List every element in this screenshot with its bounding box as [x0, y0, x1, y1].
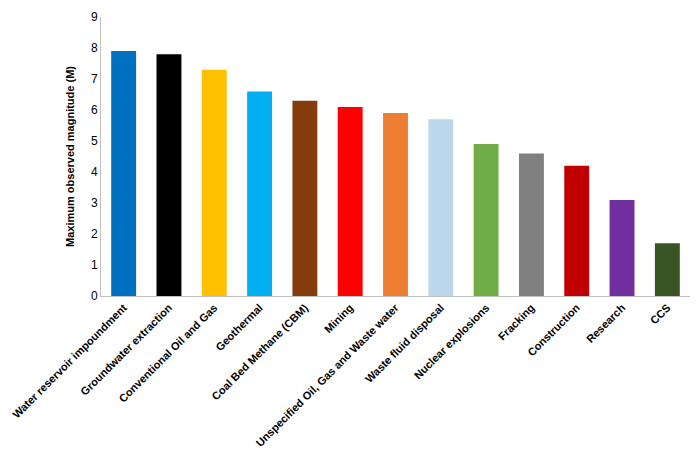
svg-text:2: 2 — [91, 227, 98, 241]
svg-text:Fracking: Fracking — [496, 302, 537, 343]
svg-text:6: 6 — [91, 103, 98, 117]
svg-text:Groundwater extraction: Groundwater extraction — [78, 301, 174, 397]
svg-text:9: 9 — [91, 10, 98, 24]
svg-text:7: 7 — [91, 72, 98, 86]
svg-text:Water reservoir impoundment: Water reservoir impoundment — [10, 301, 129, 420]
svg-text:Research: Research — [584, 301, 628, 345]
svg-text:Waste fluid disposal: Waste fluid disposal — [363, 302, 446, 385]
svg-text:4: 4 — [91, 165, 98, 179]
svg-text:3: 3 — [91, 196, 98, 210]
svg-text:Geothermal: Geothermal — [213, 302, 265, 354]
svg-text:Conventional Oil and Gas: Conventional Oil and Gas — [116, 302, 219, 405]
svg-text:CCS: CCS — [648, 302, 673, 327]
svg-text:8: 8 — [91, 41, 98, 55]
svg-text:Unspecified Oil, Gas and Waste: Unspecified Oil, Gas and Waste water — [253, 301, 401, 449]
svg-text:Nuclear explosions: Nuclear explosions — [412, 302, 492, 382]
svg-text:1: 1 — [91, 258, 98, 272]
svg-text:Mining: Mining — [322, 302, 356, 336]
svg-text:Coal Bed Methane (CBM): Coal Bed Methane (CBM) — [209, 301, 310, 402]
svg-text:Construction: Construction — [525, 301, 582, 358]
svg-text:5: 5 — [91, 134, 98, 148]
svg-text:0: 0 — [91, 289, 98, 303]
svg-text:Maximum observed magnitude (M): Maximum observed magnitude (M) — [64, 66, 76, 247]
